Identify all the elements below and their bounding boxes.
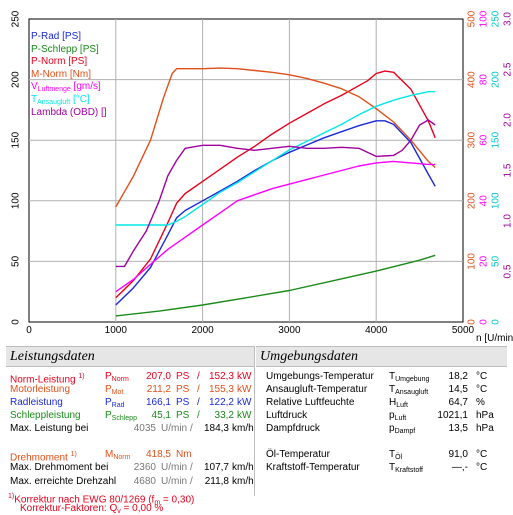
data-tables: Leistungsdaten Norm-Leistung 1) PNorm 20… [6,346,507,515]
env-row-luftdruck: Luftdruck pLuft 1021,1 hPa [266,410,494,422]
umgebungsdaten-title: Umgebungsdaten [256,346,507,367]
y-tick-label-left: 150 [11,131,22,148]
y-tick-label-r2: 0 [479,319,490,325]
y-tick-label-left: 250 [11,10,22,27]
series-line-6 [115,119,436,268]
x-axis-label: n [U/min] [476,333,513,344]
x-tick-label: 4000 [365,325,388,336]
series-line-3 [115,67,436,208]
leistungsdaten-panel: Leistungsdaten Norm-Leistung 1) PNorm 20… [6,346,255,515]
umgebungsdaten-panel: Umgebungsdaten Umgebungs-Temperatur TUmg… [256,346,507,496]
y-tick-label-r3: 200 [491,71,502,88]
y-tick-label-r4: 0.5 [503,264,513,278]
series-line-4 [115,160,436,293]
y-tick-label-r2: 100 [479,10,490,27]
y-tick-label-r4: 1.5 [503,163,513,177]
env-row-dampfdruck: Dampfdruck pDampf 13,5 hPa [266,423,494,435]
y-tick-label-r1: 300 [467,131,478,148]
y-tick-label-r1: 100 [467,253,478,270]
legend-entry-p-schlepp: P-Schlepp [PS] [31,43,99,55]
legend-entry-v-luftmenge: VLuftmenge [gm/s] [31,81,101,94]
y-tick-label-r1: 500 [467,10,478,27]
legend-entry-p-rad: P-Rad [PS] [31,31,82,42]
series-line-1 [115,254,436,317]
y-tick-label-left: 0 [11,319,22,325]
x-tick-label: 1000 [105,325,128,336]
y-tick-label-r2: 80 [479,74,490,86]
y-tick-label-r3: 100 [491,192,502,209]
chart-legend: P-Rad [PS] P-Schlepp [PS] P-Norm [PS] M-… [31,31,107,119]
y-tick-label-r2: 60 [479,134,490,146]
row-norm-leistung: Norm-Leistung 1) PNorm 207,0 PS / 152,3 … [10,371,252,386]
y-tick-label-r2: 20 [479,255,490,267]
y-tick-label-r1: 400 [467,71,478,88]
legend-entry-t-ansaugluft: TAnsaugluft [°C] [31,93,90,106]
legend-entry-p-norm: P-Norm [PS] [31,56,88,68]
y-tick-label-left: 200 [11,71,22,88]
legend-entry-lambda: Lambda (OBD) [] [31,106,107,118]
row-max-leistung: Max. Leistung bei 4035 U/min / 184,3 km/… [10,423,254,434]
env-row-ansaugluft-temp: Ansaugluft-Temperatur TAnsaugluft 14,5 °… [266,384,488,396]
y-tick-label-r3: 50 [491,255,502,267]
series-line-0 [115,120,436,306]
y-tick-label-r4: 3.0 [503,12,513,26]
y-tick-label-r3: 150 [491,131,502,148]
y-tick-label-r3: 250 [491,10,502,27]
chart-series [115,67,436,317]
y-tick-label-r2: 40 [479,195,490,207]
y-tick-label-r4: 2.0 [503,113,513,127]
env-row-umgebung-temp: Umgebungs-Temperatur TUmgebung 18,2 °C [266,371,488,383]
env-row-oel-temp: Öl-Temperatur TÖl 91,0 °C [266,449,488,461]
legend-entry-m-norm: M-Norm [Nm] [31,68,91,80]
env-row-kraftstoff-temp: Kraftstoff-Temperatur TKraftstoff —,- °C [266,462,488,474]
x-tick-label: 5000 [452,325,475,336]
series-line-2 [115,70,436,299]
row-radleistung: Radleistung PRad 166,1 PS / 122,2 kW [10,397,252,409]
footnote-faktoren: Korrektur-Faktoren: Qv = 0,00 % [20,503,164,515]
x-tick-label: 2000 [191,325,214,336]
y-tick-label-r4: 1.0 [503,214,513,228]
y-tick-label-r3: 0 [491,319,502,325]
y-tick-label-r1: 0 [467,319,478,325]
leistungsdaten-title: Leistungsdaten [6,346,254,367]
y-tick-label-left: 100 [11,192,22,209]
env-row-luftfeuchte: Relative Luftfeuchte HLuft 64,7 % [266,397,485,409]
x-tick-label: 3000 [278,325,301,336]
row-drehmoment: Drehmoment 1) MNorm 418,5 Nm [10,449,192,464]
y-tick-label-r1: 200 [467,192,478,209]
y-tick-label-left: 50 [11,255,22,267]
row-max-drehzahl: Max. erreichte Drehzahl 4680 U/min / 211… [10,476,254,487]
y-tick-label-r4: 2.5 [503,62,513,76]
row-motorleistung: Motorleistung PMot 211,2 PS / 155,3 kW [10,384,252,396]
x-tick-label: 0 [26,325,32,336]
row-max-drehmoment: Max. Drehmoment bei 2360 U/min / 107,7 k… [10,462,254,473]
row-schleppleistung: Schleppleistung PSchlepp 45,1 PS / 33,2 … [10,410,252,422]
series-line-5 [115,90,436,226]
